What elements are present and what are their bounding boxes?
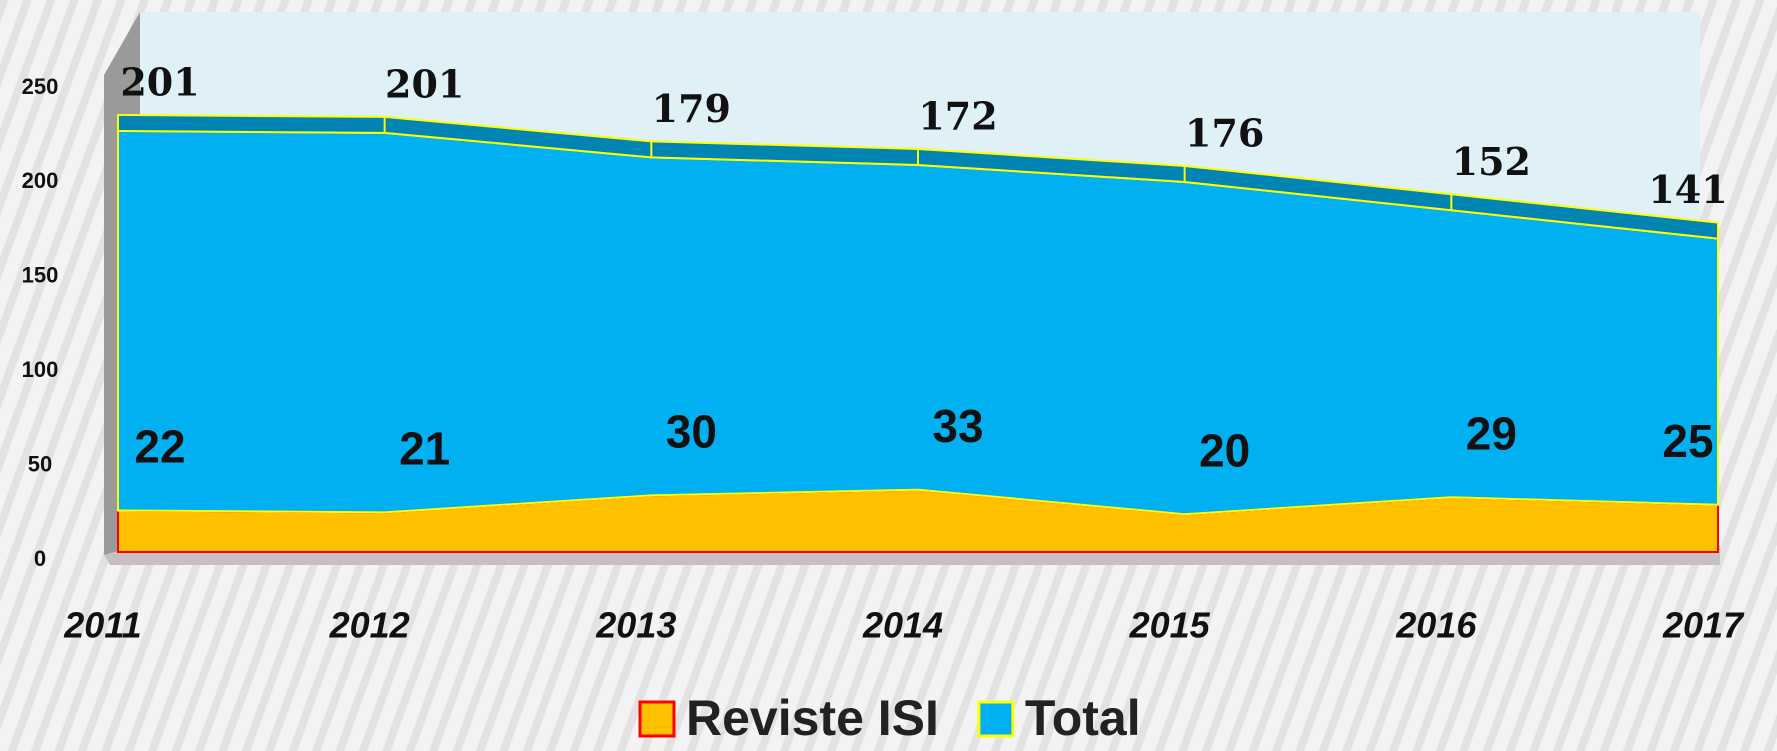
x-tick-label: 2013 xyxy=(595,605,676,646)
y-tick-label: 250 xyxy=(22,74,59,99)
data-label: 33 xyxy=(932,400,983,452)
data-label: 22 xyxy=(134,421,185,473)
legend-swatch xyxy=(977,700,1015,738)
data-label: 179 xyxy=(652,86,731,131)
y-tick-label: 0 xyxy=(34,546,46,571)
data-label: 25 xyxy=(1662,415,1713,467)
data-label: 201 xyxy=(385,61,464,106)
data-label: 20 xyxy=(1199,424,1250,476)
y-tick-label: 150 xyxy=(22,263,59,288)
y-tick-label: 50 xyxy=(28,451,52,476)
legend-label: Total xyxy=(1025,690,1141,746)
x-tick-label: 2012 xyxy=(329,605,410,646)
x-tick-label: 2016 xyxy=(1395,605,1477,646)
data-label: 29 xyxy=(1466,407,1517,459)
x-tick-label: 2014 xyxy=(862,605,943,646)
data-label: 172 xyxy=(918,93,997,138)
x-tick-label: 2011 xyxy=(63,605,141,646)
y-tick-label: 100 xyxy=(22,357,59,382)
data-label: 152 xyxy=(1452,139,1531,184)
data-label: 21 xyxy=(399,423,450,475)
data-label: 176 xyxy=(1185,110,1264,155)
legend-label: Reviste ISI xyxy=(686,690,939,746)
data-label: 30 xyxy=(666,406,717,458)
data-label: 201 xyxy=(120,59,199,104)
data-label: 141 xyxy=(1648,167,1727,212)
x-tick-label: 2015 xyxy=(1129,605,1211,646)
x-tick-label: 2017 xyxy=(1662,605,1745,646)
y-tick-label: 200 xyxy=(22,168,59,193)
legend-swatch xyxy=(638,700,676,738)
